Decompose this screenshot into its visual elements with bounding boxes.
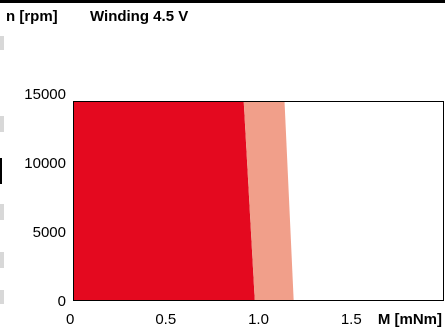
- x-tick-labels: 0 0.5 1.0 1.5: [66, 311, 362, 328]
- edge-mark: [0, 158, 2, 184]
- x-tick-label: 0: [66, 311, 74, 328]
- edge-mark: [0, 116, 4, 132]
- plot-frame: [73, 101, 444, 301]
- chart-title: Winding 4.5 V: [90, 8, 189, 25]
- y-tick-label: 0: [58, 293, 66, 310]
- edge-mark: [0, 36, 4, 50]
- y-tick-label: 10000: [24, 155, 66, 172]
- x-tick-label: 1.0: [248, 311, 269, 328]
- edge-mark: [0, 204, 4, 220]
- y-tick-label: 5000: [33, 224, 66, 241]
- y-axis-title: n [rpm]: [6, 8, 58, 25]
- region-continuous-operation: [73, 101, 255, 301]
- y-tick-labels: 0 5000 10000 15000: [24, 86, 66, 310]
- top-rule: [0, 0, 445, 3]
- x-tick-label: 0.5: [155, 311, 176, 328]
- x-axis-title: M [mNm]: [378, 311, 442, 328]
- x-tick-label: 1.5: [341, 311, 362, 328]
- y-tick-label: 15000: [24, 86, 66, 103]
- edge-mark: [0, 252, 4, 268]
- page-edge-marks: [0, 0, 6, 332]
- region-short-term-operation: [243, 101, 294, 301]
- regions-layer: [73, 101, 294, 301]
- edge-mark: [0, 290, 4, 304]
